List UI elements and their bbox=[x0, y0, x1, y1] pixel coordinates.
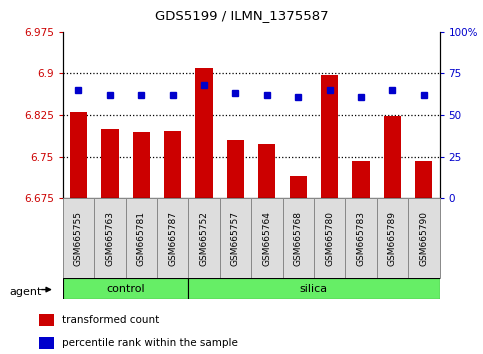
Bar bbox=[353, 161, 369, 198]
Bar bbox=[377, 198, 408, 278]
Text: silica: silica bbox=[300, 284, 328, 293]
Bar bbox=[39, 337, 54, 349]
Text: GSM665781: GSM665781 bbox=[137, 211, 146, 266]
Text: control: control bbox=[106, 284, 145, 293]
Text: GSM665790: GSM665790 bbox=[419, 211, 428, 266]
Text: GSM665757: GSM665757 bbox=[231, 211, 240, 266]
Bar bbox=[63, 278, 188, 299]
Bar bbox=[126, 198, 157, 278]
Text: GSM665787: GSM665787 bbox=[168, 211, 177, 266]
Bar bbox=[164, 131, 181, 198]
Text: GSM665789: GSM665789 bbox=[388, 211, 397, 266]
Bar bbox=[39, 314, 54, 326]
Bar bbox=[70, 112, 87, 198]
Text: GDS5199 / ILMN_1375587: GDS5199 / ILMN_1375587 bbox=[155, 9, 328, 22]
Bar bbox=[196, 68, 213, 198]
Bar bbox=[345, 198, 377, 278]
Bar bbox=[101, 129, 118, 198]
Bar bbox=[251, 198, 283, 278]
Bar bbox=[220, 198, 251, 278]
Bar bbox=[415, 161, 432, 198]
Bar bbox=[94, 198, 126, 278]
Bar bbox=[133, 132, 150, 198]
Bar bbox=[314, 198, 345, 278]
Bar bbox=[283, 198, 314, 278]
Text: GSM665780: GSM665780 bbox=[325, 211, 334, 266]
Text: GSM665763: GSM665763 bbox=[105, 211, 114, 266]
Bar bbox=[63, 198, 94, 278]
Text: percentile rank within the sample: percentile rank within the sample bbox=[62, 338, 238, 348]
Text: GSM665783: GSM665783 bbox=[356, 211, 366, 266]
Bar bbox=[290, 176, 307, 198]
Bar bbox=[258, 144, 275, 198]
Bar bbox=[157, 198, 188, 278]
Text: agent: agent bbox=[10, 287, 42, 297]
Text: GSM665752: GSM665752 bbox=[199, 211, 209, 266]
Bar bbox=[188, 198, 220, 278]
Bar bbox=[321, 75, 338, 198]
Text: transformed count: transformed count bbox=[62, 315, 159, 325]
Bar bbox=[384, 116, 401, 198]
Text: GSM665768: GSM665768 bbox=[294, 211, 303, 266]
Text: GSM665764: GSM665764 bbox=[262, 211, 271, 266]
Bar bbox=[227, 140, 244, 198]
Bar bbox=[188, 278, 440, 299]
Text: GSM665755: GSM665755 bbox=[74, 211, 83, 266]
Bar bbox=[408, 198, 440, 278]
